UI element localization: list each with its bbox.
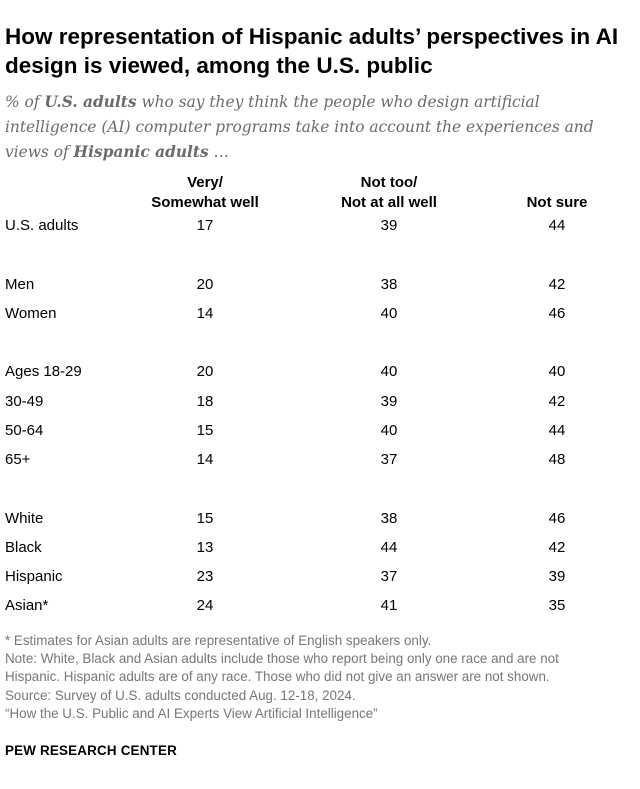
value-cell: 15 bbox=[196, 509, 214, 527]
subtitle-bold-population: U.S. adults bbox=[44, 93, 137, 111]
row-label: 30-49 bbox=[5, 392, 44, 410]
value-cell: 37 bbox=[380, 451, 398, 468]
row-label: Asian* bbox=[5, 597, 49, 615]
column-header-2: Not too/Not at all well bbox=[304, 173, 474, 213]
subtitle-prefix: % of bbox=[5, 93, 45, 111]
value-cell: 18 bbox=[196, 392, 214, 410]
value-cell: 17 bbox=[196, 217, 214, 234]
value-cell: 39 bbox=[548, 568, 566, 585]
row-label: Men bbox=[5, 275, 35, 293]
column-header-line-1: Very/ bbox=[187, 174, 223, 191]
value-cell: 40 bbox=[380, 363, 398, 381]
value-cell: 40 bbox=[380, 304, 398, 322]
value-cell: 20 bbox=[196, 363, 214, 381]
row-label: Women bbox=[5, 304, 57, 322]
value-cell: 40 bbox=[380, 421, 398, 439]
value-cell: 46 bbox=[548, 509, 566, 527]
brand-logo-text: PEW RESEARCH CENTER bbox=[5, 743, 177, 758]
value-cell: 39 bbox=[380, 217, 398, 234]
column-header-line-1: Not too/ bbox=[360, 174, 418, 191]
subtitle-suffix: … bbox=[208, 143, 229, 161]
row-label: U.S. adults bbox=[5, 217, 79, 234]
value-cell: 44 bbox=[548, 217, 566, 234]
column-header-line-2: Not at all well bbox=[341, 194, 437, 211]
value-cell: 44 bbox=[380, 538, 398, 556]
value-cell: 14 bbox=[196, 451, 214, 468]
value-cell: 38 bbox=[380, 275, 398, 293]
chart-title: How representation of Hispanic adults’ p… bbox=[5, 24, 619, 78]
note-asian-footnote: * Estimates for Asian adults are represe… bbox=[5, 633, 432, 648]
column-header-line-2: Somewhat well bbox=[151, 194, 259, 211]
report-title-line: “How the U.S. Public and AI Experts View… bbox=[5, 705, 378, 721]
row-label: Black bbox=[5, 538, 42, 556]
value-cell: 24 bbox=[196, 597, 214, 615]
column-header-line-2: Not sure bbox=[526, 194, 588, 211]
row-label: White bbox=[5, 509, 44, 527]
value-cell: 42 bbox=[548, 538, 566, 556]
note-line-1: Note: White, Black and Asian adults incl… bbox=[5, 651, 559, 667]
column-header-1: Very/Somewhat well bbox=[120, 173, 290, 213]
value-cell: 39 bbox=[380, 392, 398, 410]
value-cell: 20 bbox=[196, 275, 214, 293]
value-cell: 41 bbox=[380, 597, 398, 615]
value-cell: 23 bbox=[196, 568, 214, 585]
value-cell: 13 bbox=[196, 538, 214, 556]
value-cell: 15 bbox=[196, 421, 214, 439]
value-cell: 38 bbox=[380, 509, 398, 527]
value-cell: 35 bbox=[548, 597, 566, 615]
chart-subtitle: % of U.S. adults who say they think the … bbox=[5, 90, 630, 165]
value-cell: 46 bbox=[548, 304, 566, 322]
value-cell: 37 bbox=[380, 568, 398, 585]
note-line-2: Hispanic. Hispanic adults are of any rac… bbox=[5, 669, 550, 685]
value-cell: 42 bbox=[548, 275, 566, 293]
value-cell: 42 bbox=[548, 392, 566, 410]
value-cell: 40 bbox=[548, 363, 566, 381]
row-label: Hispanic bbox=[5, 568, 63, 585]
value-cell: 48 bbox=[548, 451, 566, 468]
subtitle-bold-group: Hispanic adults bbox=[73, 143, 209, 161]
row-label: 65+ bbox=[5, 451, 31, 468]
source-line: Source: Survey of U.S. adults conducted … bbox=[5, 687, 356, 703]
column-header-3: Not sure bbox=[472, 173, 640, 213]
value-cell: 44 bbox=[548, 421, 566, 439]
notes-block: * Estimates for Asian adults are represe… bbox=[5, 632, 635, 723]
value-cell: 14 bbox=[196, 304, 214, 322]
column-header-line-1 bbox=[472, 173, 640, 193]
row-label: 50-64 bbox=[5, 421, 44, 439]
subtitle-middle: who say they think the people who design… bbox=[5, 93, 594, 161]
row-label: Ages 18-29 bbox=[5, 363, 82, 381]
